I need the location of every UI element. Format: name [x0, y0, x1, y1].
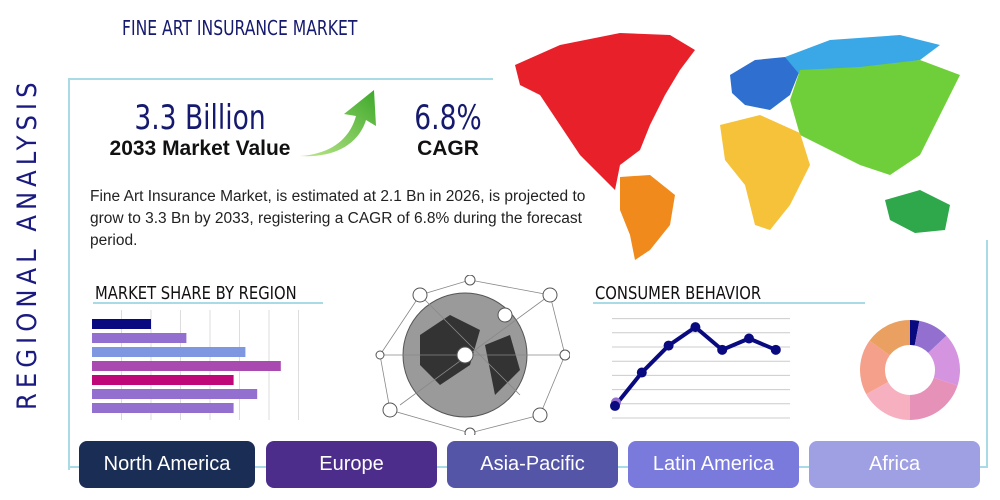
data-point [744, 333, 754, 344]
donut-slice [914, 320, 947, 353]
section-title-share: MARKET SHARE BY REGION [95, 283, 297, 304]
map-south-america [620, 175, 675, 260]
frame-border [986, 240, 988, 468]
frame-border [68, 78, 493, 80]
region-africa-button[interactable]: Africa [809, 441, 980, 488]
section-title-consumer: CONSUMER BEHAVIOR [595, 283, 762, 304]
frame-border [68, 78, 70, 470]
region-latin-america-button[interactable]: Latin America [628, 441, 799, 488]
bar-chart [92, 310, 299, 420]
bar [92, 403, 234, 413]
map-russia [785, 35, 940, 75]
donut-chart [860, 320, 960, 420]
data-point [636, 367, 647, 378]
bar [92, 389, 258, 399]
line-chart [610, 318, 790, 419]
map-europe [730, 57, 800, 110]
map-north-america [515, 33, 695, 190]
map-oceania [885, 190, 950, 233]
bar [92, 333, 187, 343]
donut-slice [866, 382, 910, 420]
donut-slice [928, 335, 960, 386]
market-value-label: 2033 Market Value [109, 137, 291, 160]
divider [593, 302, 865, 304]
page-title: FINE ART INSURANCE MARKET [122, 16, 358, 40]
data-point [690, 322, 701, 333]
cagr-label: CAGR [417, 137, 479, 160]
region-asia-pacific-button[interactable]: Asia-Pacific [447, 441, 618, 488]
world-map [515, 33, 960, 260]
donut-slice [910, 320, 920, 346]
description: Fine Art Insurance Market, is estimated … [90, 188, 586, 249]
data-point [717, 344, 728, 355]
map-asia [790, 60, 960, 175]
cagr-value: 6.8% [414, 98, 482, 138]
side-label: REGIONAL ANALYSIS [12, 77, 43, 410]
bar [92, 375, 234, 385]
data-point [663, 340, 674, 351]
growth-arrow-icon [300, 90, 376, 157]
map-africa [720, 115, 810, 230]
market-value: 3.3 Billion [134, 98, 266, 138]
divider [93, 302, 323, 304]
bar [92, 361, 281, 371]
region-north-america-button[interactable]: North America [79, 441, 255, 488]
region-europe-button[interactable]: Europe [266, 441, 437, 488]
data-point [770, 344, 781, 355]
donut-slice [860, 340, 890, 395]
donut-slice [869, 320, 910, 356]
globe-network-image [375, 275, 570, 435]
bar [92, 347, 246, 357]
donut-slice [910, 377, 958, 420]
data-point [610, 400, 620, 411]
bar [92, 319, 151, 329]
